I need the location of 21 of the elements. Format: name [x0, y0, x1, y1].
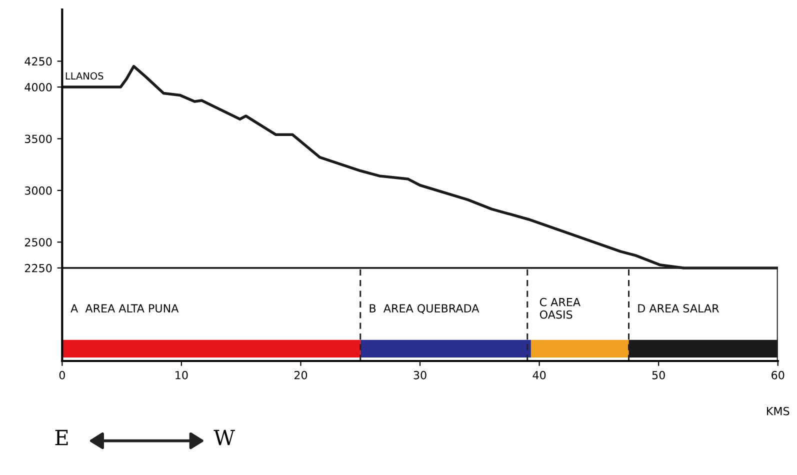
- x-tick-label: 20: [294, 370, 308, 380]
- band-label: A AREA ALTA PUNA: [70, 304, 179, 313]
- band-label: C AREA OASIS: [540, 298, 580, 319]
- x-tick-label: 40: [532, 370, 546, 380]
- y-tick-label: 4250: [24, 57, 52, 66]
- y-tick-label: 2250: [24, 264, 52, 272]
- annotation: LLANOS: [66, 72, 104, 80]
- band-label: B AREA QUEBRADA: [370, 304, 480, 314]
- y-tick-label: 4000: [24, 83, 52, 92]
- x-tick-label: 30: [414, 370, 426, 380]
- x-tick-label: 0: [59, 370, 65, 380]
- x-axis-title: KMS: [767, 406, 790, 416]
- y-tick-label: 2500: [24, 238, 52, 246]
- x-tick-label: 50: [652, 370, 665, 380]
- text: E: [55, 430, 68, 446]
- y-tick-label: 3000: [25, 186, 52, 195]
- x-tick-label: 60: [772, 370, 784, 380]
- text: W: [214, 430, 235, 446]
- y-tick-label: 3500: [25, 134, 52, 144]
- band-label: D AREA SALAR: [638, 304, 719, 313]
- x-tick-label: 10: [176, 370, 188, 380]
